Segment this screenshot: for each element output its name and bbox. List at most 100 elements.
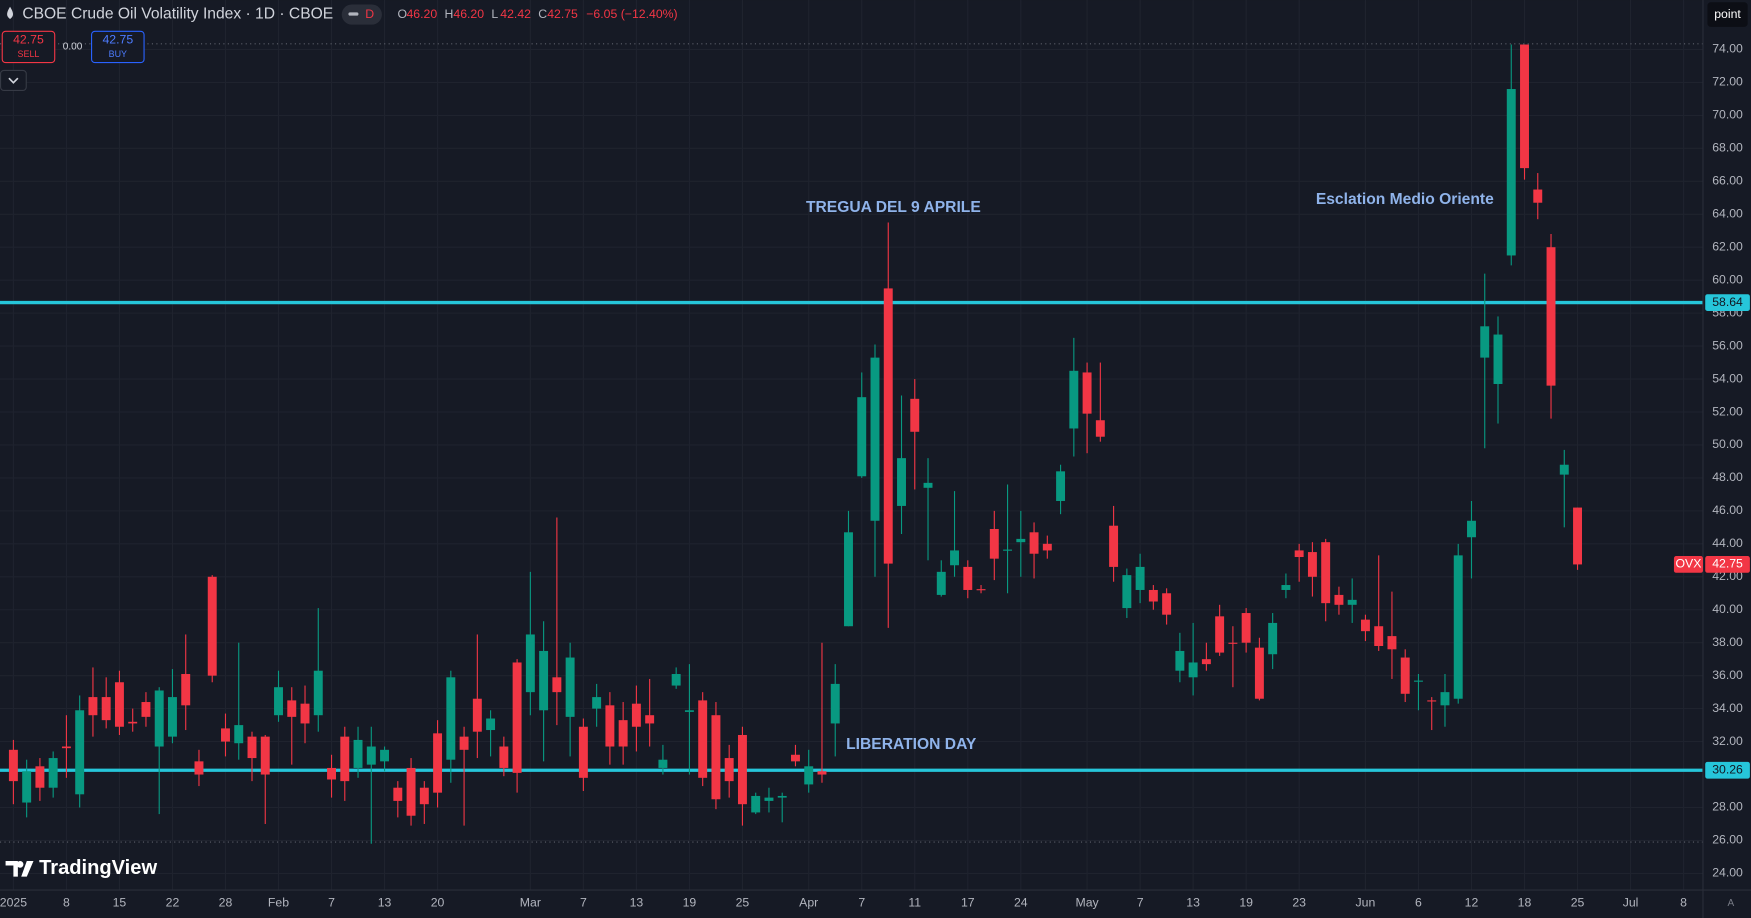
- candle-body: [472, 698, 482, 732]
- candle-body: [1228, 642, 1238, 644]
- candle-body: [618, 720, 628, 747]
- candle-body: [1440, 692, 1450, 706]
- candle-body: [287, 700, 297, 717]
- y-tick-label: 68.00: [1712, 141, 1743, 155]
- candle-body: [804, 766, 814, 785]
- y-tick-label: 24.00: [1712, 866, 1743, 880]
- candle-body: [340, 736, 350, 782]
- level-label: 58.64: [1712, 295, 1743, 309]
- ohlc-value: 46.20: [453, 7, 484, 21]
- candle-body: [300, 703, 310, 724]
- candle-body: [459, 736, 469, 750]
- sell-label: SELL: [18, 49, 40, 59]
- candle-body: [1467, 520, 1476, 538]
- candle-body: [844, 532, 853, 627]
- candle-body: [366, 746, 376, 765]
- candle-body: [1480, 326, 1490, 358]
- ohlc-key: H: [444, 7, 453, 21]
- candle-body: [830, 683, 840, 724]
- candle-body: [75, 710, 85, 795]
- candle-body: [897, 458, 906, 506]
- x-tick-label: 17: [961, 896, 975, 910]
- y-tick-label: 34.00: [1712, 701, 1743, 715]
- candle-body: [1135, 566, 1145, 590]
- candle-body: [1281, 585, 1291, 590]
- candle-body: [936, 571, 946, 595]
- candle-body: [380, 749, 390, 762]
- x-tick-label: 19: [1239, 896, 1253, 910]
- candle-body: [737, 734, 747, 805]
- x-tick-label: 28: [219, 896, 233, 910]
- candle-body: [1413, 680, 1423, 682]
- y-tick-label: 38.00: [1712, 635, 1743, 649]
- sell-button[interactable]: [1, 30, 56, 64]
- y-tick-label: 72.00: [1712, 75, 1743, 89]
- x-tick-label: 7: [1137, 896, 1144, 910]
- candle-body: [48, 758, 58, 788]
- point-button[interactable]: [1707, 2, 1748, 27]
- candle-body: [605, 705, 615, 747]
- candle-body: [923, 482, 933, 488]
- logo-text: TradingView: [39, 857, 157, 879]
- x-tick-label: 22: [166, 896, 180, 910]
- collapse-button[interactable]: [0, 69, 27, 92]
- auto-scale-button[interactable]: A: [1728, 898, 1735, 909]
- chevron-icon: [8, 77, 19, 84]
- candle-body: [1162, 593, 1172, 615]
- y-tick-label: 70.00: [1712, 108, 1743, 122]
- candle-body: [433, 733, 443, 793]
- candle-body: [671, 674, 681, 686]
- y-tick-label: 36.00: [1712, 668, 1743, 682]
- candle-body: [234, 725, 244, 744]
- x-tick-label: May: [1075, 896, 1099, 910]
- candle-body: [486, 718, 496, 731]
- ohlc-values: O 46.20 H 46.20 L 42.42 C 42.75 −6.05 (−12.40%): [398, 7, 678, 21]
- candle-body: [1506, 89, 1516, 256]
- candle-body: [525, 634, 535, 693]
- y-tick-label: 74.00: [1712, 42, 1743, 56]
- x-tick-label: Jul: [1623, 896, 1639, 910]
- candle-body: [684, 710, 694, 712]
- candle-body: [565, 657, 575, 717]
- candle-body: [1201, 659, 1211, 665]
- x-tick-label: 24: [1014, 896, 1028, 910]
- candle-body: [711, 715, 721, 800]
- candle-body: [61, 746, 71, 749]
- candle-body: [207, 576, 217, 676]
- x-tick-label: 7: [858, 896, 865, 910]
- y-tick-label: 44.00: [1712, 536, 1743, 550]
- candle-body: [1573, 507, 1582, 565]
- x-tick-label: 25: [736, 896, 750, 910]
- candle-body: [724, 758, 734, 782]
- interval-badge[interactable]: [341, 4, 382, 25]
- candle-body: [777, 795, 787, 798]
- x-tick-label: 2025: [0, 896, 27, 910]
- x-tick-label: Feb: [268, 896, 289, 910]
- candle-body: [1533, 189, 1543, 203]
- candle-body: [950, 550, 959, 566]
- candle-body: [1347, 599, 1357, 605]
- y-tick-label: 54.00: [1712, 371, 1743, 385]
- candle-body: [1427, 700, 1437, 702]
- candle-body: [512, 662, 522, 773]
- candle-body: [1082, 372, 1092, 414]
- candle-body: [539, 650, 549, 711]
- candle-body: [167, 697, 177, 737]
- symbol-tag: [1673, 556, 1703, 573]
- symbol-title: CBOE Crude Oil Volatility Index · 1D · C…: [22, 6, 333, 23]
- x-tick-label: 13: [1186, 896, 1200, 910]
- candle-body: [1175, 650, 1185, 671]
- x-tick-label: 12: [1465, 896, 1479, 910]
- candle-body: [353, 739, 363, 768]
- buy-price: 42.75: [102, 32, 133, 46]
- buy-label: BUY: [109, 49, 127, 59]
- candle-body: [1360, 619, 1370, 632]
- x-tick-label: 7: [328, 896, 335, 910]
- buy-button[interactable]: [91, 30, 145, 64]
- x-tick-label: 13: [630, 896, 644, 910]
- x-tick-label: 8: [63, 896, 70, 910]
- candle-body: [857, 397, 867, 477]
- candle-body: [883, 288, 893, 564]
- symbol-icon: [7, 6, 13, 20]
